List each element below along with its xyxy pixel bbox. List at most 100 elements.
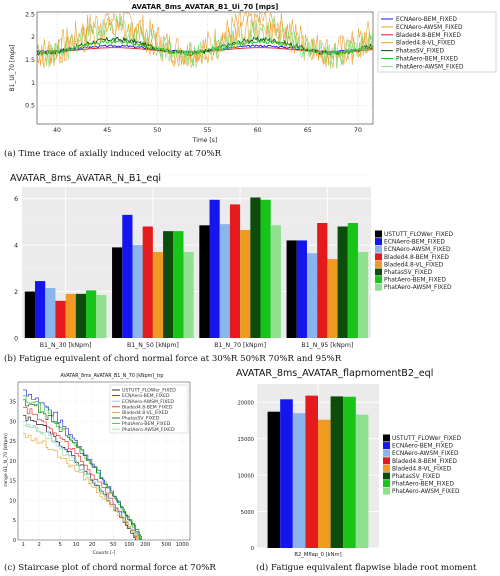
panel-b-bar — [347, 223, 358, 338]
panel-b-legend-swatch — [375, 283, 382, 291]
panel-b-bar — [65, 293, 76, 338]
panel-c-series-line — [23, 433, 139, 540]
panel-c-legend-entry: ECNAero-BEM_FIXED — [122, 393, 170, 399]
panel-b-ytick-label: 4 — [14, 243, 18, 250]
panel-a-xtick-label: 40 — [53, 127, 61, 134]
panel-a-legend-entry: PhatasSV_FIXED — [396, 49, 444, 55]
panel-a-series-line — [36, 39, 374, 56]
panel-b-bars — [24, 197, 369, 338]
panel-b-legend-entry: PhatAero-AWSM_FIXED — [384, 285, 452, 291]
panel-d-legend-swatch — [383, 480, 390, 488]
panel-a-xtick-label: 55 — [204, 127, 212, 134]
panel-c-xtick-label: 50 — [110, 542, 117, 548]
panel-c-ytick-label: 0 — [13, 538, 16, 544]
panel-d-bar — [305, 395, 318, 548]
panel-a-xtick-label: 65 — [304, 127, 312, 134]
panel-c-ytick-label: 10 — [9, 498, 16, 504]
panel-d-bar — [355, 414, 369, 548]
panel-c-title: AVATAR_8ms_AVATAR_B1_N_70 [kNpm]_trp — [61, 373, 164, 379]
panel-c-xtick-label: 100 — [124, 542, 134, 548]
panel-a-series-line — [36, 14, 374, 69]
panel-d-legend-swatch — [383, 472, 390, 480]
panel-b-legend-entry: ECNAero-AWSM_FIXED — [384, 247, 451, 253]
panel-c-ytick-label: 5 — [13, 518, 16, 524]
panel-b-legend-entry: Bladed4.8-BEM_FIXED — [384, 255, 449, 261]
panel-b-legend-entry: Bladed4.8-VL_FIXED — [384, 262, 444, 268]
panel-b-bar — [209, 199, 220, 338]
panel-a-legend-box — [377, 11, 497, 73]
panel-c-ytick-label: 35 — [9, 400, 16, 406]
panel-b-legend-swatch — [375, 268, 382, 276]
panel-a-xtick-label: 70 — [354, 127, 362, 134]
panel-b-legend-entry: USTUTT_FLOWer_FIXED — [384, 232, 453, 238]
panel-b-xtick-label: B1_N_50 [kNpm] — [127, 342, 179, 349]
panel-d-ticks: 0 5000 10000 15000 20000 B2_Mflap_0 [kNm] — [237, 400, 341, 558]
panel-d-legend-entry: Bladed4.8-VL_FIXED — [392, 466, 452, 472]
panel-b-bar — [142, 226, 153, 338]
panel-b-legend-entry: PhatAero-BEM_FIXED — [384, 278, 446, 284]
panel-b-bar — [270, 225, 281, 338]
panel-d-legend-swatch — [383, 442, 390, 450]
panel-c-series-line — [23, 415, 136, 540]
panel-b-bar — [122, 214, 133, 338]
panel-d-bar — [280, 399, 293, 548]
panel-b-legend: USTUTT_FLOWer_FIXED ECNAero-BEM_FIXEDECNA… — [375, 230, 453, 291]
panel-c-xtick-label: 10 — [73, 542, 80, 548]
panel-b-bar — [152, 252, 164, 338]
panel-c-legend-entry: ECNAero-AWSM_FIXED — [122, 399, 174, 405]
panel-c-xtick-label: 1000 — [176, 542, 189, 548]
panel-c-series-line — [23, 407, 138, 540]
panel-d-legend: USTUTT_FLOWer_FIXED ECNAero-BEM_FIXEDECNA… — [383, 434, 461, 495]
panel-c-series-lines — [23, 389, 142, 540]
panel-a-ticks: 40 45 50 55 60 65 70 0.5 1 1.5 2 2.5 — [25, 11, 362, 134]
panel-a-ytick-label: 1 — [31, 80, 35, 87]
panel-c-ytick-label: 20 — [9, 459, 16, 465]
panel-b-bar — [337, 226, 348, 338]
panel-b-bar — [96, 295, 107, 338]
panel-b-legend-swatch — [375, 253, 382, 261]
panel-c-legend-entry: PhatasSV_FIXED — [122, 416, 160, 422]
panel-d-ytick-label: 15000 — [237, 437, 254, 443]
panel-a-legend-entry: PhatAero-BEM_FIXED — [396, 57, 458, 63]
panel-b-bar — [229, 204, 241, 338]
panel-d-legend-swatch — [383, 464, 390, 472]
panel-c-ylabel: range B1_N_70 [kNpm] — [3, 433, 9, 487]
panel-b-xtick-label: B1_N_95 [kNpm] — [301, 342, 353, 349]
panel-a-legend-entry: Bladed4.8-BEM_FIXED — [396, 33, 461, 39]
panel-c-xtick-label: 500 — [161, 542, 171, 548]
panel-d-legend-entry: ECNAero-BEM_FIXED — [392, 444, 453, 450]
panel-b-legend-swatch — [375, 276, 382, 284]
panel-b-bar — [357, 252, 369, 338]
panel-a-series-line — [36, 16, 374, 69]
panel-c-ytick-label: 15 — [9, 479, 16, 485]
panel-b-bar — [250, 197, 261, 338]
panel-b-bar — [183, 252, 194, 338]
panel-a-legend: ECNAero-BEM_FIXED ECNAero-AWSM_FIXED Blade… — [377, 11, 497, 73]
panel-b-bar — [286, 240, 297, 338]
panel-b-xtick-label: B1_N_30 [kNpm] — [40, 342, 92, 349]
panel-c-grid — [18, 382, 190, 541]
panel-c-legend-entry: Bladed4.8-BEM_FIXED — [122, 404, 173, 410]
panel-d-legend-swatch — [383, 434, 390, 442]
panel-b-bar — [86, 290, 97, 338]
panel-d-legend-swatch — [383, 449, 390, 457]
panel-a-legend-entry: ECNAero-BEM_FIXED — [396, 17, 457, 23]
panel-d-legend-swatch — [383, 457, 390, 465]
panel-b-bar — [240, 229, 251, 338]
panel-a-legend-entry: PhatAero-AWSM_FIXED — [396, 64, 464, 70]
panel-d-legend-swatch — [383, 487, 390, 495]
panel-b-bar — [306, 253, 318, 338]
panel-c-legend-entry: Bladed4.8-VL_FIXED — [122, 410, 169, 416]
caption-b: (b) Fatigue equivalent of chord normal f… — [4, 353, 342, 364]
panel-c-xtick-label: 5 — [59, 542, 62, 548]
panel-c-legend: USTUTT_FLOWer_FIXEDECNAero-BEM_FIXEDECNA… — [109, 384, 189, 434]
panel-c-ytick-label: 30 — [9, 419, 16, 425]
panel-a-ytick-label: 1.5 — [25, 57, 35, 64]
panel-b-bar — [219, 224, 230, 338]
panel-d-legend-entry: PhatasSV_FIXED — [392, 474, 440, 480]
panel-b-ytick-label: 6 — [14, 196, 18, 203]
panel-d-bars — [267, 395, 369, 548]
panel-b-legend-entry: PhatasSV_FIXED — [384, 270, 432, 276]
